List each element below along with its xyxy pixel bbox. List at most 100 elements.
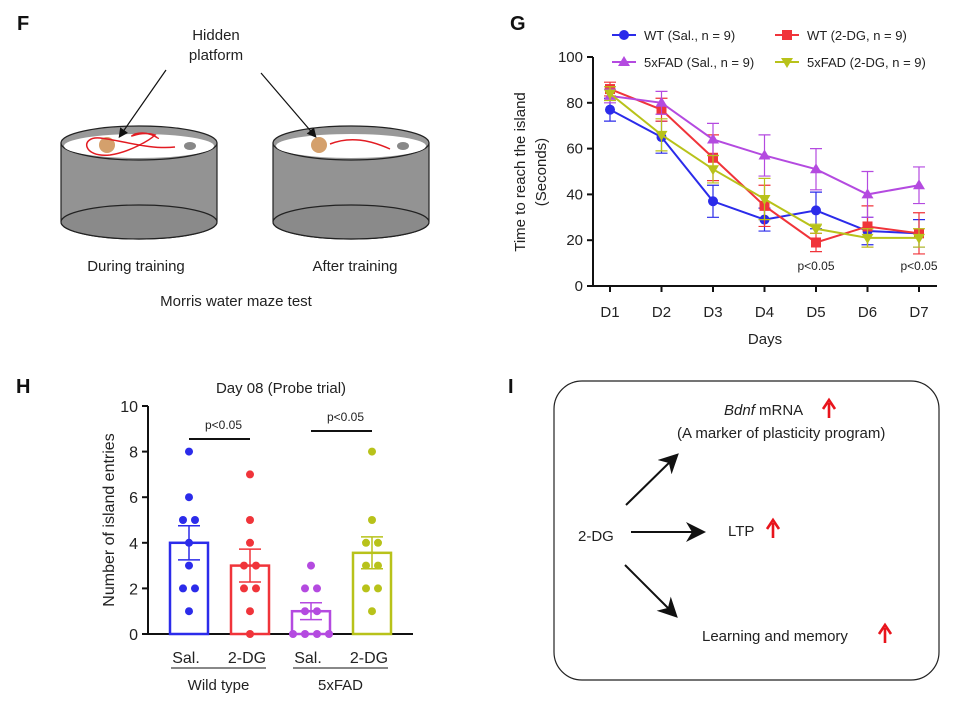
data-point: [758, 149, 771, 160]
bdnf-subtitle: (A marker of plasticity program): [677, 425, 885, 442]
data-point: [307, 561, 315, 570]
y-tick-label: 6: [129, 490, 138, 507]
data-point: [185, 607, 193, 616]
data-point: [185, 561, 193, 570]
data-point: [707, 165, 719, 176]
y-tick-label: 20: [566, 232, 583, 249]
data-point: [246, 630, 254, 638]
legend-marker: [782, 30, 792, 40]
up-arrow-icon: [821, 397, 837, 418]
data-point: [313, 607, 321, 616]
hidden-platform-label-2: platform: [189, 47, 243, 64]
data-point: [301, 630, 309, 638]
ltp-label: LTP: [728, 523, 754, 540]
during-training-label: During training: [87, 258, 185, 275]
data-point: [655, 130, 668, 141]
y-tick-label: 4: [129, 536, 138, 553]
arrow-to-learning: [624, 564, 678, 618]
learning-memory-label: Learning and memory: [702, 628, 848, 645]
data-point: [362, 561, 370, 570]
data-point: [605, 104, 615, 115]
panel-label-i: I: [508, 376, 514, 398]
diagram-box: [553, 380, 940, 681]
hidden-platform-label-1: Hidden: [192, 27, 240, 44]
data-point: [758, 194, 771, 205]
data-point: [374, 538, 382, 547]
data-point: [374, 561, 382, 570]
p-value-annotation: p<0.05: [797, 259, 834, 273]
data-point: [374, 584, 382, 593]
data-point: [246, 516, 254, 524]
pool-after-training: [272, 125, 430, 240]
y-tick-label: 100: [558, 49, 583, 66]
p-value-annotation: p<0.05: [900, 259, 937, 273]
pointer-arrow: [260, 72, 317, 138]
data-point: [368, 447, 376, 456]
data-point: [301, 607, 309, 616]
category-label: Sal.: [172, 650, 200, 667]
hidden-platform-icon: [99, 137, 115, 153]
x-tick-label: D1: [600, 304, 619, 321]
data-point: [811, 237, 821, 248]
y-tick-label: 40: [566, 186, 583, 203]
data-point: [191, 516, 199, 524]
after-training-label: After training: [312, 258, 397, 275]
data-point: [368, 516, 376, 524]
group-label: 5xFAD: [318, 677, 363, 694]
pointer-arrow: [118, 69, 167, 138]
data-point: [191, 584, 199, 593]
y-tick-label: 10: [120, 399, 138, 416]
y-tick-label: 0: [129, 627, 138, 644]
x-tick-label: D7: [909, 304, 928, 321]
y-tick-label: 80: [566, 95, 583, 112]
panel-f: F Hidden platform During training After …: [17, 13, 430, 310]
panel-label-g: G: [510, 13, 526, 35]
x-tick-label: D3: [703, 304, 722, 321]
mouse-icon: [184, 142, 196, 150]
data-point: [301, 584, 309, 593]
data-point: [861, 233, 874, 244]
data-point: [185, 447, 193, 456]
panel-g-line-chart: G 0 20 40 60 80 100 D1 D2 D3 D4 D5 D6 D7 Days Time to …: [510, 13, 938, 348]
error-bar: [300, 602, 322, 621]
up-arrow-icon: [765, 517, 781, 538]
data-point: [655, 96, 668, 107]
category-label: Sal.: [294, 650, 322, 667]
legend-label: WT (2-DG, n = 9): [807, 28, 907, 43]
hidden-platform-icon: [311, 137, 327, 153]
data-point: [913, 179, 925, 190]
data-point: [862, 221, 873, 232]
data-point: [240, 584, 248, 593]
panel-i-diagram: I Bdnf mRNA (A marker of plasticity prog…: [508, 376, 940, 681]
y-tick-label: 60: [566, 141, 583, 158]
data-point: [179, 516, 187, 524]
swim-path: [85, 132, 176, 156]
data-point: [707, 133, 719, 144]
legend-label: 5xFAD (Sal., n = 9): [644, 55, 754, 70]
data-point: [708, 196, 718, 207]
data-point: [913, 233, 925, 244]
swim-path: [329, 138, 391, 150]
panel-label-h: H: [16, 376, 30, 398]
p-value-annotation: p<0.05: [205, 418, 242, 432]
category-label: 2-DG: [350, 650, 388, 667]
legend-marker: [618, 56, 630, 66]
source-2dg-label: 2-DG: [578, 528, 614, 545]
x-tick-label: D6: [858, 304, 877, 321]
group-label: Wild type: [188, 677, 250, 694]
data-point: [362, 584, 370, 593]
bdnf-label: Bdnf mRNA: [724, 402, 803, 419]
data-point: [240, 561, 248, 570]
p-value-annotation: p<0.05: [327, 410, 364, 424]
data-point: [252, 561, 260, 570]
data-point: [179, 584, 187, 593]
legend-marker: [781, 58, 793, 68]
series-3: [604, 86, 925, 248]
pool-during-training: [60, 125, 218, 240]
data-point: [604, 89, 616, 100]
y-tick-label: 0: [575, 278, 583, 295]
y-axis-label-1: Time to reach the island: [512, 92, 529, 252]
data-point: [325, 630, 333, 638]
